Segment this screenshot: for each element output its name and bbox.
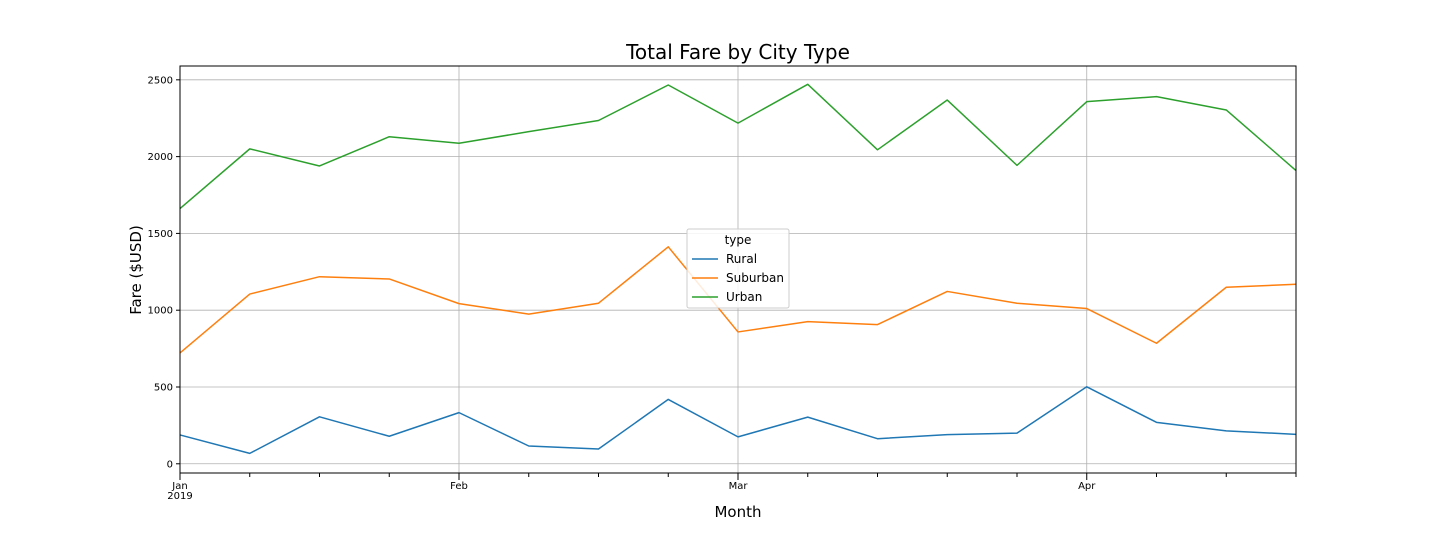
legend-label-suburban: Suburban [726,271,784,285]
legend: type Rural Suburban Urban [686,228,790,309]
series-line-suburban [179,246,1297,354]
legend-box [686,228,790,309]
chart-title: Total Fare by City Type [625,40,850,64]
legend-label-rural: Rural [726,252,757,266]
y-tick-label: 500 [154,382,173,393]
x-tick-label: Jan [171,481,187,492]
x-tick-sublabel: 2019 [167,491,192,502]
grid-lines [179,66,1296,473]
y-tick-label: 0 [167,459,173,470]
y-tick-label: 1500 [148,229,173,240]
y-tick-label: 1000 [148,306,173,317]
x-tick-label: Feb [450,481,468,492]
y-axis-title: Fare ($USD) [127,225,145,315]
series-line-urban [179,83,1297,210]
y-tick-label: 2500 [148,75,173,86]
series-lines [179,83,1297,455]
x-axis-title: Month [714,503,761,521]
legend-title: type [725,233,752,247]
legend-label-urban: Urban [726,290,762,304]
x-tick-label: Apr [1078,481,1096,492]
series-line-rural [179,386,1297,455]
x-tick-label: Mar [729,481,749,492]
y-tick-label: 2000 [148,152,173,163]
